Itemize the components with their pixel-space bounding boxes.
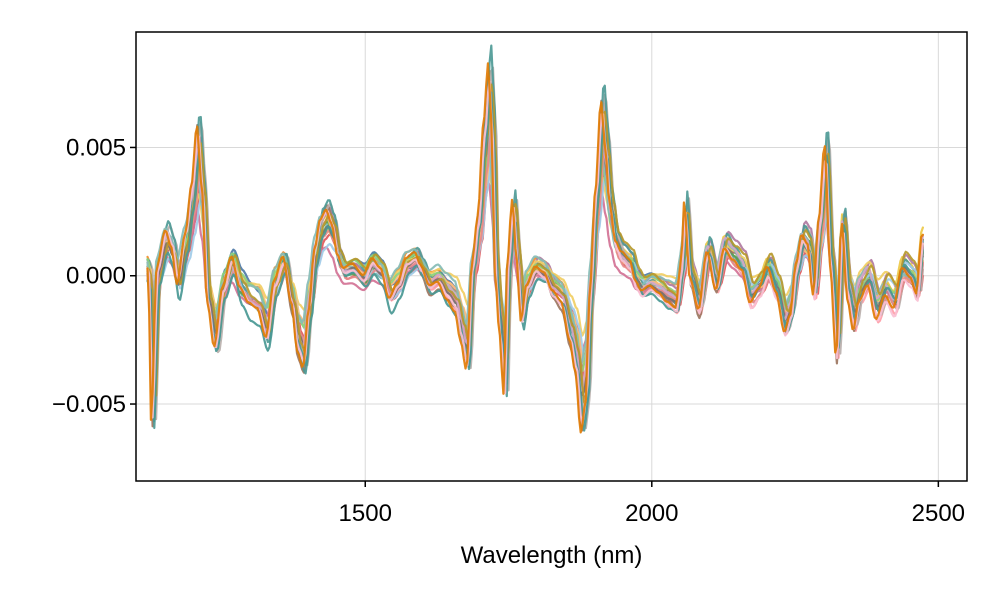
spectrum-line (146, 91, 924, 423)
spectrum-line (146, 128, 924, 393)
series-group (146, 44, 924, 434)
spectrum-line (146, 128, 924, 368)
plot-frame (135, 31, 968, 482)
spectrum-line (146, 80, 924, 426)
y-tick-label: 0.000 (66, 263, 126, 290)
y-tick-label: 0.005 (66, 134, 126, 161)
x-tick-label: 2000 (625, 500, 678, 527)
y-tick-label: −0.005 (52, 391, 126, 418)
x-tick-label: 1500 (339, 500, 392, 527)
x-axis-title: Wavelength (nm) (461, 542, 643, 569)
axis-ticks: 1500 2000 2500 −0.005 0.000 0.005 (52, 134, 965, 527)
spectrum-line (146, 62, 924, 434)
x-tick-label: 2500 (912, 500, 965, 527)
